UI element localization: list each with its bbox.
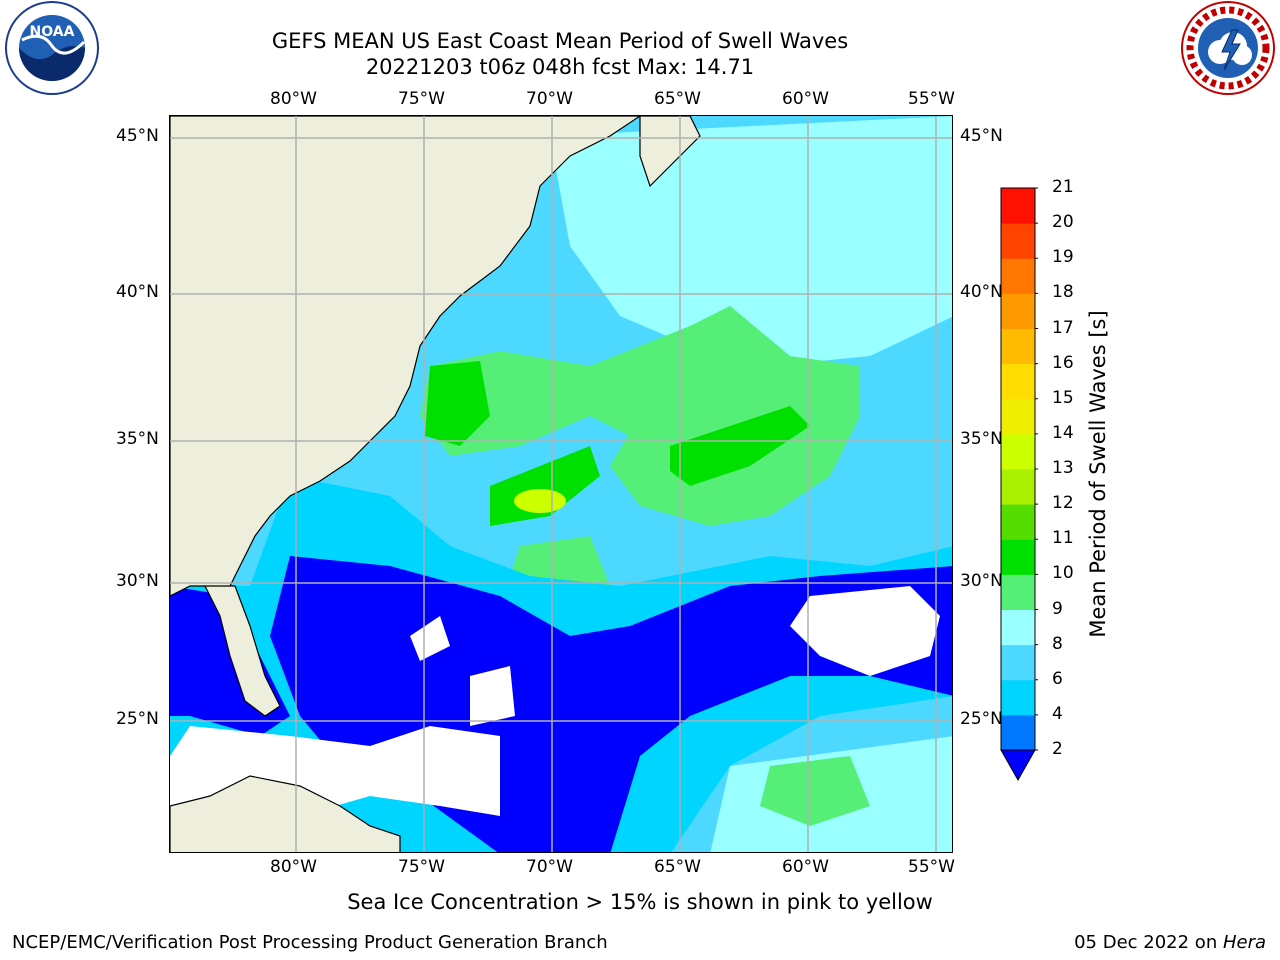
lon-label-top-60w: 60°W [782, 89, 829, 109]
lat-label-left-25n: 25°N [116, 709, 159, 729]
colorbar-tick-label: 2 [1052, 739, 1063, 759]
lon-label-top-65w: 65°W [654, 89, 701, 109]
lon-label-bottom-70w: 70°W [526, 857, 573, 877]
swell-zone-9-10-d [760, 756, 870, 826]
lat-label-left-40n: 40°N [116, 282, 159, 302]
colorbar-tick-label: 21 [1052, 177, 1074, 197]
swell-zone-10-11-c [490, 446, 600, 526]
nodata-patch-b [410, 616, 450, 661]
florida-peninsula [204, 585, 281, 717]
colorbar-tick-label: 11 [1052, 528, 1074, 549]
noaa-logo-text: NOAA [30, 24, 75, 40]
colorbar-bin [1001, 398, 1035, 435]
colorbar-tick-label: 18 [1052, 282, 1074, 303]
lon-label-top-55w: 55°W [908, 89, 955, 109]
lon-label-bottom-65w: 65°W [654, 857, 701, 877]
colorbar-bin [1001, 328, 1035, 365]
sea-ice-note: Sea Ice Concentration > 15% is shown in … [347, 890, 933, 914]
lat-label-right-40n: 40°N [960, 282, 1003, 302]
colorbar-tick-label: 17 [1052, 317, 1074, 338]
colorbar-tick-label: 13 [1052, 458, 1074, 478]
colorbar-label: Mean Period of Swell Waves [s] [1086, 310, 1110, 638]
colorbar-tick-label: 8 [1052, 633, 1063, 654]
chart-subtitle: 20221203 t06z 048h fcst Max: 14.71 [365, 55, 755, 79]
lon-label-bottom-75w: 75°W [398, 857, 445, 877]
lon-label-bottom-60w: 60°W [782, 857, 829, 877]
noaa-logo: NOAA [2, 0, 102, 100]
lon-label-top-75w: 75°W [398, 89, 445, 109]
colorbar-bin [1001, 679, 1035, 716]
map-svg [170, 116, 952, 852]
nova-scotia [639, 116, 701, 188]
lon-label-top-80w: 80°W [270, 89, 317, 109]
colorbar-bin [1001, 609, 1035, 646]
cuba [170, 775, 401, 852]
colorbar-tick-label: 16 [1052, 352, 1074, 373]
colorbar-bin [1001, 258, 1035, 294]
lat-label-left-30n: 30°N [116, 571, 159, 591]
lat-label-right-25n: 25°N [960, 709, 1003, 729]
gridlines [170, 116, 952, 852]
map-panel[interactable] [169, 115, 953, 853]
colorbar-bin [1001, 644, 1035, 681]
colorbar-tick-label: 15 [1052, 387, 1074, 408]
colorbar-bin [1001, 574, 1035, 610]
lon-label-top-70w: 70°W [526, 89, 573, 109]
colorbar-tick-label: 14 [1052, 422, 1074, 443]
colorbar-extend-triangle [1000, 749, 1036, 782]
colorbar-bin [1001, 363, 1035, 400]
colorbar-tick-label: 12 [1052, 493, 1074, 514]
footer-date: 05 Dec 2022 on Hera [1074, 932, 1266, 953]
nws-logo [1178, 0, 1278, 100]
colorbar-tick-label: 20 [1052, 212, 1074, 233]
colorbar-tick-label: 9 [1052, 598, 1063, 619]
nodata-patch-c [470, 666, 515, 726]
colorbar-bin [1001, 539, 1035, 575]
swell-peak-a [514, 489, 566, 513]
lat-label-left-45n: 45°N [116, 126, 159, 146]
colorbar-bin [1001, 714, 1035, 751]
colorbar-tick-label: 19 [1052, 247, 1074, 268]
lon-label-bottom-55w: 55°W [908, 857, 955, 877]
swell-zone-10-11-b [670, 406, 810, 486]
colorbar [998, 186, 1040, 786]
footer-date-text: 05 Dec 2022 on [1074, 932, 1223, 953]
lat-label-right-30n: 30°N [960, 571, 1003, 591]
footer-host: Hera [1222, 932, 1266, 953]
colorbar-bin [1001, 188, 1035, 224]
lat-label-left-35n: 35°N [116, 429, 159, 449]
lat-label-right-35n: 35°N [960, 429, 1003, 449]
lat-label-right-45n: 45°N [960, 126, 1003, 146]
colorbar-bin [1001, 469, 1035, 505]
colorbar-tick-label: 10 [1052, 563, 1074, 584]
colorbar-tick-label: 4 [1052, 703, 1063, 724]
colorbar-bin [1001, 504, 1035, 540]
nodata-patch-a [790, 586, 940, 676]
colorbar-bin [1001, 293, 1035, 329]
colorbar-bin [1001, 223, 1035, 259]
swell-zone-10-11-a [425, 361, 490, 446]
footer-credit: NCEP/EMC/Verification Post Processing Pr… [12, 932, 608, 953]
colorbar-tick-label: 6 [1052, 668, 1063, 689]
colorbar-bin [1001, 433, 1035, 470]
lon-label-bottom-80w: 80°W [270, 857, 317, 877]
chart-title: GEFS MEAN US East Coast Mean Period of S… [271, 29, 849, 53]
